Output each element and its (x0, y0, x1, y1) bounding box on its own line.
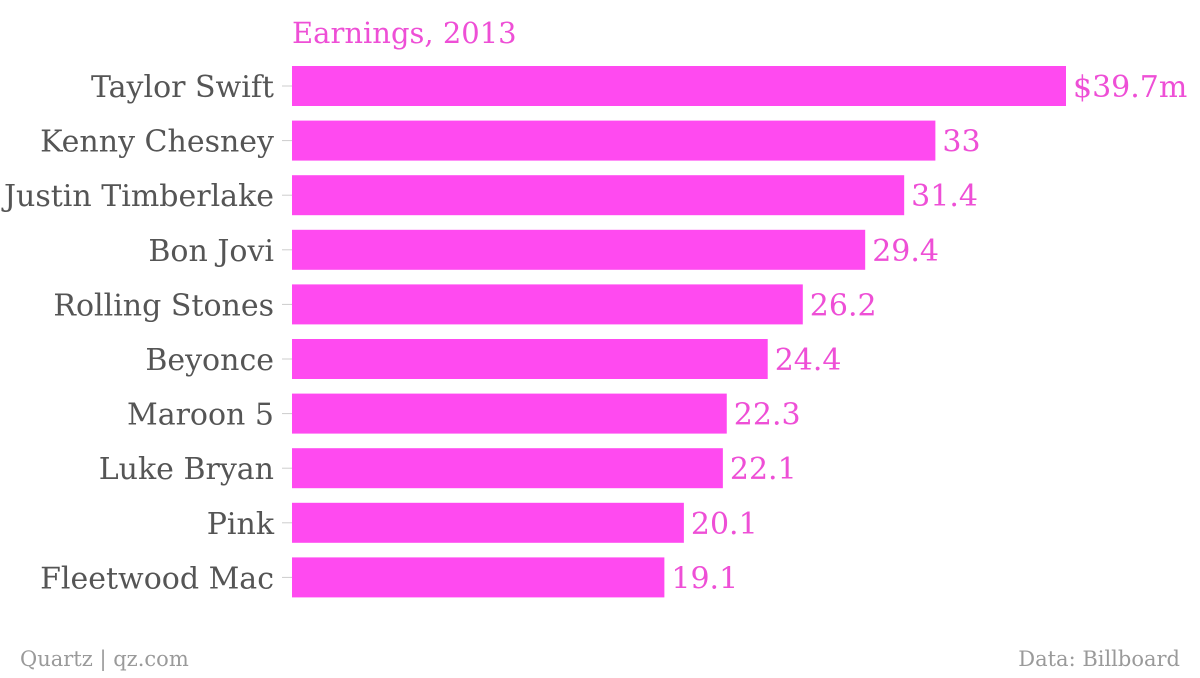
category-label: Kenny Chesney (40, 125, 274, 160)
bar (292, 229, 866, 270)
category-label: Justin Timberlake (1, 179, 274, 214)
value-label: 31.4 (911, 179, 978, 214)
footer-source-left: Quartz | qz.com (20, 647, 189, 671)
category-label: Bon Jovi (148, 234, 274, 269)
value-label: 22.1 (730, 452, 797, 487)
value-label: 19.1 (671, 561, 738, 596)
bar (292, 120, 936, 161)
bars-layer: Taylor Swift $39.7m Kenny Chesney 33 Justin … (1, 66, 1187, 598)
category-label: Rolling Stones (53, 288, 274, 323)
value-label: $39.7m (1073, 70, 1187, 105)
chart-title: Earnings, 2013 (292, 16, 517, 50)
bar (292, 448, 723, 489)
value-label: 26.2 (810, 288, 877, 323)
category-label: Beyonce (145, 343, 274, 378)
bar (292, 66, 1066, 106)
value-label: 22.3 (734, 398, 801, 433)
category-label: Luke Bryan (99, 452, 274, 487)
category-label: Fleetwood Mac (40, 561, 274, 596)
value-label: 29.4 (872, 234, 939, 269)
bar (292, 393, 727, 434)
category-label: Maroon 5 (127, 398, 274, 433)
bar (292, 284, 803, 325)
value-label: 24.4 (775, 343, 842, 378)
bar (292, 557, 665, 598)
category-label: Taylor Swift (91, 70, 274, 105)
bar (292, 175, 905, 216)
value-label: 20.1 (691, 507, 758, 542)
footer-source-right: Data: Billboard (1018, 647, 1180, 671)
value-label: 33 (942, 125, 980, 160)
bar (292, 339, 768, 379)
category-label: Pink (207, 507, 275, 542)
bar (292, 502, 684, 543)
